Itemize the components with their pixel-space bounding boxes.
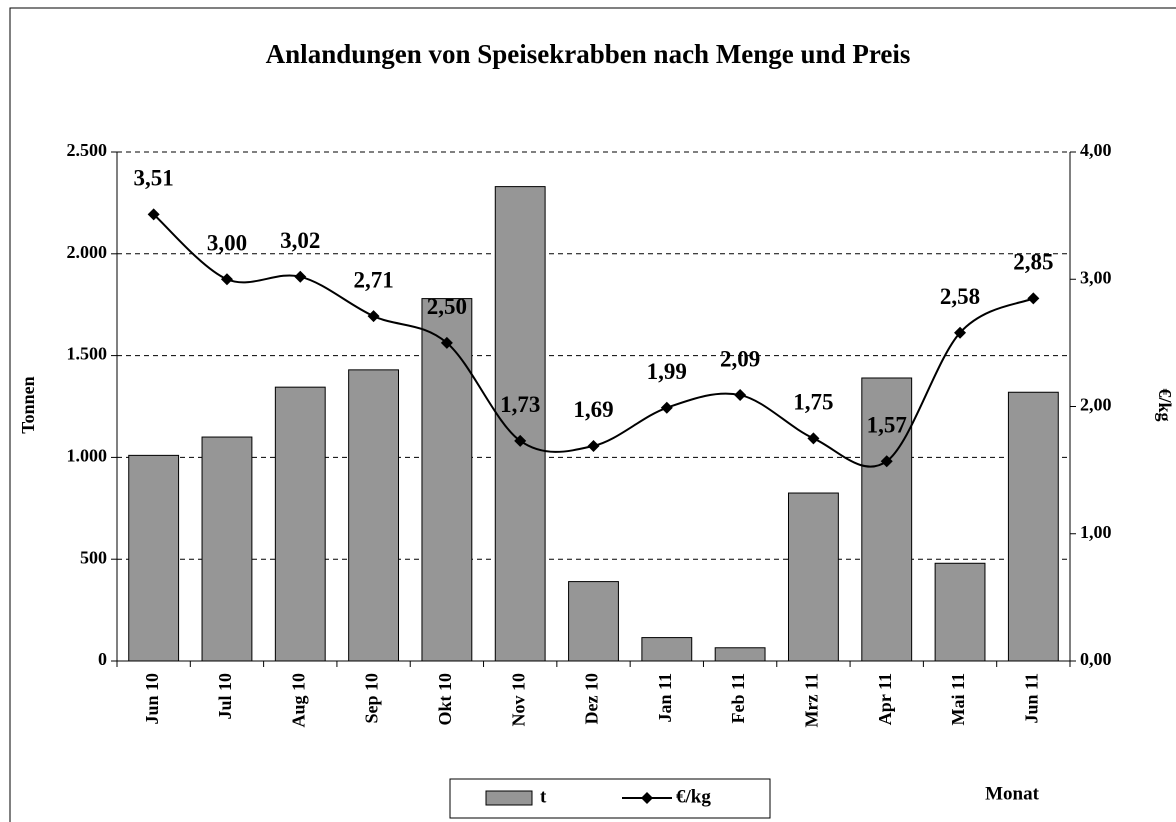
- x-tick-label: Jan 11: [655, 673, 675, 723]
- y-tick-label: 0: [98, 649, 107, 669]
- marker: [514, 434, 527, 447]
- y-tick-label: 1.500: [67, 344, 108, 364]
- x-tick-label: Feb 11: [728, 673, 748, 724]
- chart-title: Anlandungen von Speisekrabben nach Menge…: [266, 39, 911, 69]
- data-label: 2,58: [940, 284, 980, 309]
- bar: [421, 298, 473, 662]
- y-axis-title: Tonnen: [18, 376, 38, 433]
- bar: [934, 562, 986, 662]
- data-label: 1,73: [500, 392, 540, 417]
- x-tick-label: Jun 10: [142, 673, 162, 725]
- y2-tick-label: 1,00: [1080, 522, 1112, 542]
- legend-label: €/kg: [676, 786, 711, 807]
- marker: [220, 273, 233, 286]
- chart-border: [9, 7, 1176, 822]
- data-label: 1,99: [647, 359, 687, 384]
- y-tick-label: 2.000: [67, 242, 108, 262]
- bar: [201, 436, 253, 662]
- marker: [587, 439, 600, 452]
- bar: [714, 647, 766, 662]
- y2-tick-label: 2,00: [1080, 395, 1112, 415]
- x-tick-label: Nov 10: [508, 673, 528, 727]
- x-axis-title: Monat: [985, 783, 1040, 804]
- y-tick-label: 500: [80, 547, 107, 567]
- marker: [294, 270, 307, 283]
- y-tick-label: 1.000: [67, 446, 108, 466]
- data-label: 2,09: [720, 346, 760, 371]
- data-label: 2,71: [353, 267, 393, 292]
- data-label: 3,02: [280, 228, 320, 253]
- data-label: 2,50: [427, 294, 467, 319]
- x-tick-label: Aug 10: [288, 673, 308, 728]
- bar: [274, 386, 326, 662]
- y2-tick-label: 0,00: [1080, 649, 1112, 669]
- data-label: 3,00: [207, 231, 247, 256]
- legend-marker: [641, 792, 653, 804]
- data-label: 1,57: [867, 412, 907, 437]
- legend-swatch: [485, 790, 533, 806]
- x-tick-label: Jun 11: [1021, 673, 1041, 724]
- x-tick-label: Mai 11: [948, 673, 968, 726]
- bar: [348, 369, 400, 662]
- marker: [147, 208, 160, 221]
- marker: [734, 389, 747, 402]
- data-label: 2,85: [1013, 250, 1053, 275]
- bar: [861, 377, 913, 662]
- x-tick-label: Okt 10: [435, 673, 455, 726]
- data-label: 1,69: [573, 397, 613, 422]
- y-tick-label: 2.500: [67, 140, 108, 160]
- marker: [807, 432, 820, 445]
- bar: [128, 454, 180, 662]
- x-tick-label: Apr 11: [875, 673, 895, 725]
- bar: [641, 637, 693, 662]
- x-tick-label: Dez 10: [582, 673, 602, 724]
- y2-axis-title: €/kg: [1155, 388, 1175, 421]
- x-tick-label: Sep 10: [362, 673, 382, 724]
- marker: [440, 336, 453, 349]
- marker: [954, 326, 967, 339]
- data-label: 3,51: [134, 166, 174, 191]
- legend-label: t: [540, 786, 547, 807]
- marker: [1027, 292, 1040, 305]
- y2-tick-label: 3,00: [1080, 267, 1112, 287]
- x-tick-label: Mrz 11: [802, 673, 822, 727]
- marker: [367, 310, 380, 323]
- bar: [1007, 391, 1059, 662]
- marker: [660, 401, 673, 414]
- bar: [787, 492, 839, 662]
- bar: [568, 581, 619, 662]
- x-tick-label: Jul 10: [215, 673, 235, 720]
- marker: [880, 455, 893, 468]
- y2-tick-label: 4,00: [1080, 140, 1112, 160]
- data-label: 1,75: [793, 390, 833, 415]
